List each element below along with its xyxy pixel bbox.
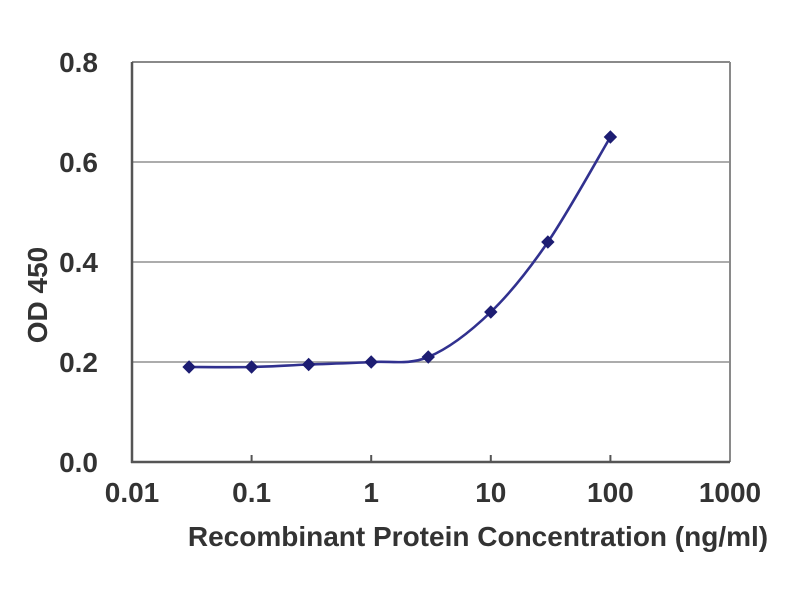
- data-point-marker: [364, 355, 378, 369]
- x-axis-title: Recombinant Protein Concentration (ng/ml…: [188, 521, 768, 552]
- x-tick-label: 1: [363, 477, 379, 508]
- y-axis-title: OD 450: [22, 247, 53, 344]
- data-point-marker: [541, 235, 555, 249]
- data-point-marker: [421, 350, 435, 364]
- x-tick-label: 0.01: [105, 477, 160, 508]
- x-tick-label: 0.1: [232, 477, 271, 508]
- data-point-marker: [244, 360, 259, 374]
- y-tick-label: 0.8: [59, 47, 98, 78]
- y-tick-label: 0.6: [59, 147, 98, 178]
- x-tick-label: 10: [475, 477, 506, 508]
- data-point-marker: [301, 357, 316, 372]
- y-tick-label: 0.2: [59, 347, 98, 378]
- x-tick-label: 100: [587, 477, 634, 508]
- y-tick-label: 0.4: [59, 247, 98, 278]
- data-point-marker: [484, 305, 498, 319]
- y-tick-label: 0.0: [59, 447, 98, 478]
- data-point-marker: [182, 360, 196, 374]
- data-point-marker: [603, 130, 618, 144]
- x-tick-label: 1000: [699, 477, 761, 508]
